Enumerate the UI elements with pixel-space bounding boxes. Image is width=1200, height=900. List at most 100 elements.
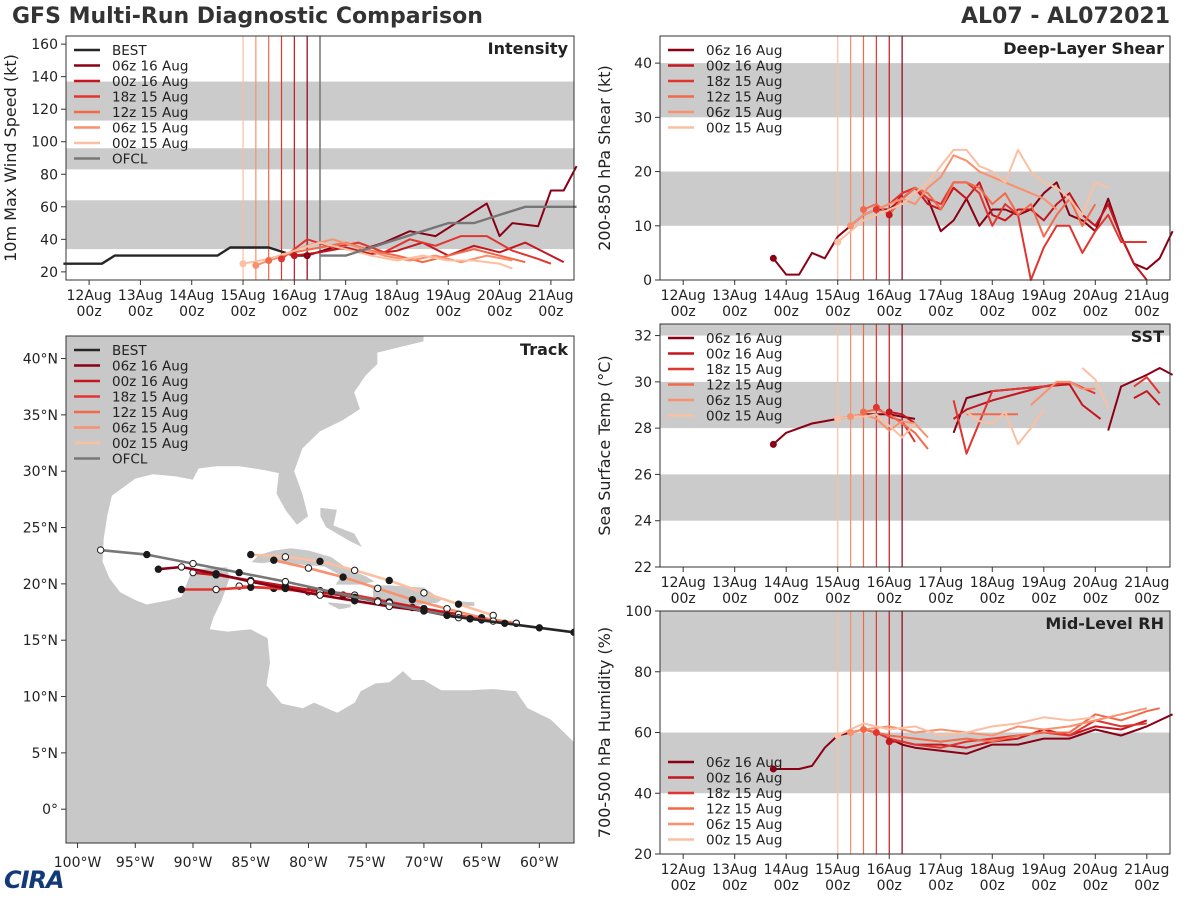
series-marker-06z-15-aug	[252, 261, 260, 269]
track-point-06z-16-aug	[316, 591, 324, 599]
track-point-00z-15-aug	[350, 566, 359, 575]
y-tick-label: 30°N	[23, 464, 58, 480]
x-tick-label: 21Aug	[1124, 862, 1169, 878]
x-tick-label: 00z	[1083, 878, 1108, 894]
track-line-06z-15-aug	[273, 558, 517, 625]
y-tick-label: 26	[634, 467, 652, 483]
series-marker-06z-16-aug	[769, 765, 777, 773]
y-axis-label: 700-500 hPa Humidity (%)	[595, 627, 614, 838]
series-line-best	[63, 246, 308, 265]
legend-label-06z-15-aug: 06z 15 Aug	[112, 121, 188, 137]
x-tick-label: 00z	[980, 591, 1005, 607]
x-tick-label: 00z	[774, 304, 799, 320]
y-tick-label: 60	[40, 200, 58, 216]
x-tick-label: 00z	[179, 304, 204, 320]
legend-label-00z-16-aug: 00z 16 Aug	[706, 59, 782, 75]
legend-label-06z-15-aug: 06z 15 Aug	[706, 817, 782, 833]
series-marker-06z-16-aug	[303, 252, 311, 260]
series-line-00z-15-aug	[837, 716, 1096, 737]
track-point-06z-16-aug	[154, 565, 163, 573]
intensity-panel: 2040608010012014016012Aug00z13Aug00z14Au…	[1, 35, 578, 320]
legend-label-06z-15-aug: 06z 15 Aug	[706, 393, 782, 409]
x-tick-label: 00z	[1031, 591, 1056, 607]
y-tick-label: 20	[634, 847, 652, 863]
track-point-18z-15-aug	[177, 585, 186, 594]
series-line-06z-15-aug	[850, 707, 1148, 737]
panel-title: Intensity	[488, 39, 569, 58]
x-tick-label: 00z	[825, 878, 850, 894]
x-tick-label: 00z	[1083, 304, 1108, 320]
track-point-00z-15-aug	[247, 550, 255, 559]
x-tick-label: 14Aug	[169, 288, 214, 304]
panel-title: Mid-Level RH	[1045, 614, 1164, 633]
legend-label-06z-15-aug: 06z 15 Aug	[706, 105, 782, 121]
series-marker-00z-16-aug	[885, 408, 893, 416]
y-tick-label: 100	[31, 135, 58, 151]
y-tick-label: 20	[634, 165, 652, 181]
y-tick-label: 140	[31, 70, 58, 86]
sst-panel: 22242628303212Aug00z13Aug00z14Aug00z15Au…	[595, 323, 1174, 607]
legend-label-best: BEST	[112, 43, 147, 59]
x-tick-label: 00z	[1134, 878, 1159, 894]
y-tick-label: 40	[634, 786, 652, 802]
landmass-bahamas	[319, 506, 364, 549]
landmass-americas	[66, 336, 574, 843]
cira-logo: CIRA	[4, 866, 65, 894]
x-tick-label: 00z	[980, 304, 1005, 320]
panel-title: Deep-Layer Shear	[1003, 39, 1164, 58]
panel-title: SST	[1131, 327, 1164, 346]
shading-band	[660, 324, 1170, 336]
y-tick-label: 0°	[42, 802, 58, 818]
x-tick-label: 14Aug	[764, 288, 809, 304]
track-point-best	[501, 619, 509, 627]
x-tick-label: 100°W	[54, 855, 102, 871]
map-layer	[66, 336, 574, 843]
x-tick-label: 00z	[1134, 591, 1159, 607]
track-line-00z-15-aug	[250, 553, 494, 617]
track-point-00z-15-aug	[420, 589, 428, 597]
x-tick-label: 20Aug	[1073, 862, 1118, 878]
plot-frame	[65, 35, 575, 281]
x-tick-label: 00z	[230, 304, 255, 320]
x-tick-label: 00z	[333, 304, 358, 320]
legend-label-00z-15-aug: 00z 15 Aug	[112, 136, 188, 152]
series-line-06z-16-aug	[772, 181, 1174, 276]
x-tick-label: 17Aug	[918, 288, 963, 304]
series-marker-06z-15-aug	[847, 222, 855, 230]
legend-label-06z-16-aug: 06z 16 Aug	[706, 755, 782, 771]
y-tick-label: 80	[40, 167, 58, 183]
x-tick-label: 00z	[877, 304, 902, 320]
x-tick-label: 21Aug	[1124, 575, 1169, 591]
x-tick-label: 15Aug	[220, 288, 265, 304]
series-marker-12z-15-aug	[859, 206, 867, 214]
y-tick-label: 20	[40, 265, 58, 281]
y-tick-label: 40°N	[23, 352, 58, 368]
x-tick-label: 00z	[980, 878, 1005, 894]
series-line-ofcl	[320, 205, 577, 257]
y-tick-label: 5°N	[32, 746, 58, 762]
y-axis-label: 10m Max Wind Speed (kt)	[1, 54, 20, 262]
legend-label-18z-15-aug: 18z 15 Aug	[112, 390, 188, 406]
x-tick-label: 80°W	[289, 855, 328, 871]
legend-label-00z-15-aug: 00z 15 Aug	[706, 409, 782, 425]
x-tick-label: 00z	[825, 591, 850, 607]
x-tick-label: 18Aug	[970, 288, 1015, 304]
x-tick-label: 75°W	[347, 855, 386, 871]
x-tick-label: 00z	[1031, 304, 1056, 320]
series-line-12z-15-aug	[863, 707, 1160, 743]
y-tick-label: 40	[634, 56, 652, 72]
series-marker-00z-15-aug	[239, 260, 247, 268]
x-tick-label: 00z	[77, 304, 102, 320]
y-tick-label: 10°N	[23, 690, 58, 706]
legend-label-00z-16-aug: 00z 16 Aug	[706, 347, 782, 363]
series-line-00z-15-aug	[837, 148, 1109, 243]
x-tick-label: 15Aug	[815, 288, 860, 304]
x-tick-label: 17Aug	[918, 575, 963, 591]
series-marker-00z-15-aug	[834, 238, 842, 246]
x-tick-label: 18Aug	[970, 575, 1015, 591]
legend-label-06z-16-aug: 06z 16 Aug	[112, 59, 188, 75]
map-frame	[65, 335, 575, 844]
shading-band	[660, 611, 1170, 672]
x-tick-label: 18Aug	[374, 288, 419, 304]
x-tick-label: 00z	[877, 878, 902, 894]
